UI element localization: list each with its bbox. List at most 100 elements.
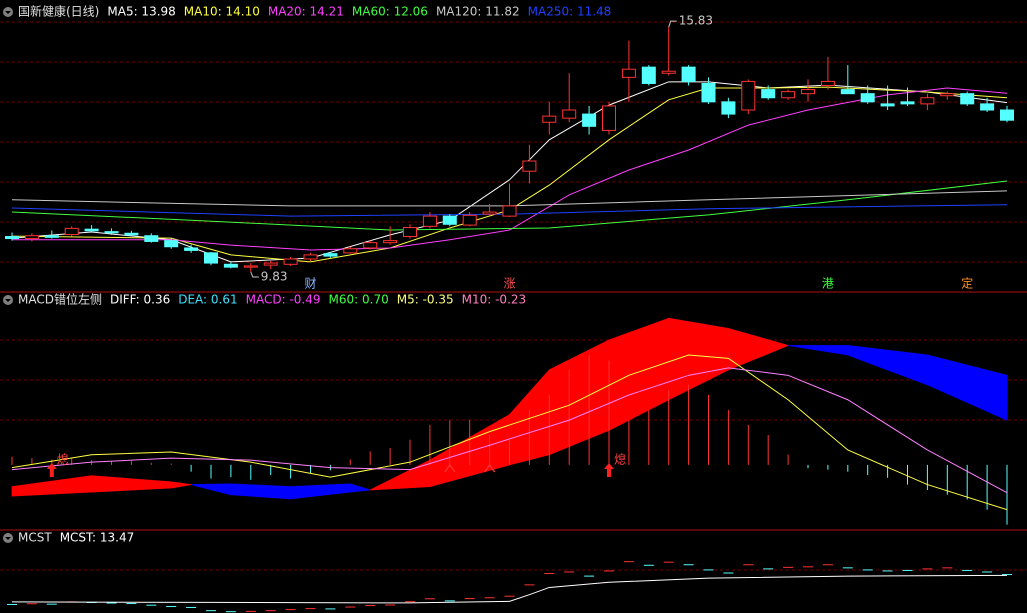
menu-arrow xyxy=(5,299,11,302)
candle-body xyxy=(940,93,955,97)
band-segment xyxy=(349,483,371,493)
candle-body xyxy=(482,211,497,215)
candle-body xyxy=(403,227,417,238)
candle-body xyxy=(840,89,855,95)
candle-body xyxy=(900,101,915,105)
ma-line xyxy=(11,81,1008,263)
legend-item: DEA: 0.61 xyxy=(178,293,237,307)
band-segment xyxy=(728,327,790,371)
panel-title: 国新健康(日线) xyxy=(18,4,99,19)
candle-body xyxy=(84,228,99,232)
candle-body xyxy=(1000,109,1014,121)
legend-item: MACD: -0.49 xyxy=(246,293,321,307)
candle-body xyxy=(462,214,477,226)
candle-body xyxy=(5,236,19,240)
candle-body xyxy=(442,215,457,225)
candle-body xyxy=(681,66,696,82)
band-segment xyxy=(191,483,232,496)
band-segment xyxy=(548,339,610,456)
menu-arrow xyxy=(5,11,11,14)
legend-item: MA5: 13.98 xyxy=(107,5,175,19)
candle-body xyxy=(801,89,815,95)
event-marker: 港 xyxy=(822,277,834,291)
signal-arrow xyxy=(46,463,57,477)
band-segment xyxy=(11,475,92,497)
candle-body xyxy=(343,248,358,254)
ma-line xyxy=(11,180,1008,231)
candle-body xyxy=(860,93,875,103)
event-marker: 涨 xyxy=(503,276,515,291)
low-label: 9.83 xyxy=(261,270,288,284)
annotation-leader xyxy=(250,271,259,278)
legend-item: MA250: 11.48 xyxy=(528,5,612,19)
candle-body xyxy=(44,235,59,238)
candle-body xyxy=(263,262,278,266)
candle-body xyxy=(522,160,537,172)
legend-item: M5: -0.35 xyxy=(397,293,454,307)
band-segment xyxy=(170,481,192,489)
candle-body xyxy=(820,80,835,87)
ma-line xyxy=(11,86,1008,263)
signal-arrow xyxy=(604,463,614,477)
band-segment xyxy=(927,354,1008,421)
candle-body xyxy=(383,240,398,244)
high-label: 15.83 xyxy=(679,14,713,28)
candle-body xyxy=(323,253,338,257)
candle-body xyxy=(920,97,935,105)
band-segment xyxy=(608,317,670,431)
candle-body xyxy=(164,240,179,248)
ma-line xyxy=(11,367,1008,494)
candle-body xyxy=(761,89,776,99)
ma-line xyxy=(11,574,1008,604)
band-segment xyxy=(847,345,928,386)
candle-body xyxy=(701,82,716,103)
menu-arrow xyxy=(5,537,11,540)
candle-body xyxy=(741,80,756,111)
candle-body xyxy=(24,235,39,240)
panel-title: MCST xyxy=(18,531,52,545)
cross-mark xyxy=(483,463,496,473)
candle-body xyxy=(283,258,298,265)
candle-body xyxy=(204,252,218,264)
candle-body xyxy=(303,254,318,260)
event-marker: 财 xyxy=(304,277,316,291)
candle-body xyxy=(124,232,139,236)
candle-body xyxy=(184,247,199,251)
cross-mark xyxy=(444,463,456,473)
candle-body xyxy=(104,231,119,234)
legend-item: MA120: 11.82 xyxy=(436,5,520,19)
candle-body xyxy=(641,66,656,84)
legend-item: MA20: 14.21 xyxy=(268,5,344,19)
band-segment xyxy=(91,475,172,493)
candle-body xyxy=(661,70,676,74)
band-segment xyxy=(370,459,431,491)
legend-item: M10: -0.23 xyxy=(462,293,527,307)
signal-label: 熄 xyxy=(57,453,69,467)
candle-body xyxy=(980,103,995,111)
candle-body xyxy=(363,242,378,249)
candle-body xyxy=(243,265,258,268)
band-segment xyxy=(788,345,849,356)
band-segment xyxy=(230,483,292,500)
candle-body xyxy=(721,101,736,115)
legend-item: MA60: 12.06 xyxy=(352,5,428,19)
ma-line xyxy=(12,87,1008,251)
candle-body xyxy=(582,113,597,127)
legend-item: DIFF: 0.36 xyxy=(110,293,170,307)
candle-body xyxy=(542,115,557,123)
event-marker: 定 xyxy=(961,276,973,291)
panel-title: MACD错位左侧 xyxy=(18,292,102,307)
legend-item: MCST: 13.47 xyxy=(60,531,135,545)
band-segment xyxy=(290,483,351,500)
candle-body xyxy=(144,235,159,242)
candle-body xyxy=(562,109,577,119)
legend-item: M60: 0.70 xyxy=(329,293,389,307)
candle-body xyxy=(502,205,517,217)
candle-body xyxy=(64,227,79,235)
legend-item: MA10: 14.10 xyxy=(184,5,260,19)
candle-body xyxy=(960,93,975,105)
signal-label: 熄 xyxy=(614,453,626,467)
candle-body xyxy=(422,215,437,227)
candle-body xyxy=(781,91,796,99)
